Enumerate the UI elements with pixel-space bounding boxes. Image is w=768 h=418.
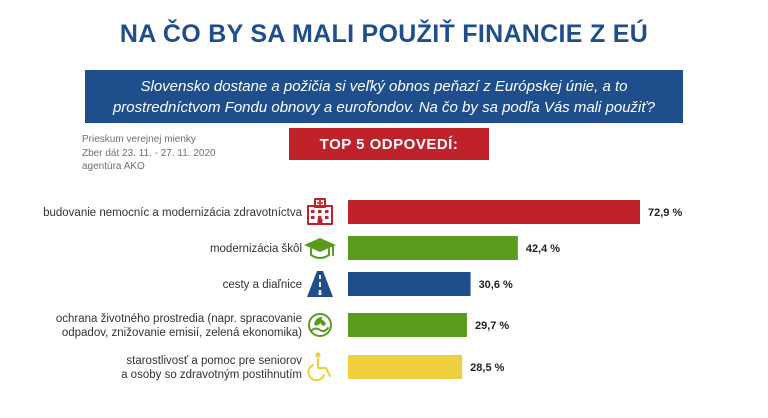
wheelchair-icon [307,352,331,382]
category-label: cesty a diaľnice [223,279,302,291]
eco-hand-icon [308,313,332,337]
category-label: ochrana životného prostredia (napr. spra… [56,313,302,339]
bar [348,313,467,337]
meta-survey-type: Prieskum verejnej mienky [82,134,196,145]
top5-badge: TOP 5 ODPOVEDÍ: [289,128,489,160]
value-label: 30,6 % [479,279,513,291]
highway-icon [307,271,333,297]
bar [348,236,518,260]
meta-date-range: Zber dát 23. 11. - 27. 11. 2020 [82,147,216,159]
value-label: 42,4 % [526,243,560,255]
value-label: 29,7 % [475,320,509,332]
bar [348,272,471,296]
bar [348,355,463,379]
bar [348,200,640,224]
top5-badge-label: TOP 5 ODPOVEDÍ: [319,135,459,153]
meta-agency: agentúra AKO [82,161,145,172]
category-label: budovanie nemocníc a modernizácia zdravo… [43,207,303,219]
value-label: 28,5 % [470,362,504,374]
hospital-icon [307,198,333,225]
survey-meta: Prieskum verejnej mienky Zber dát 23. 11… [82,133,216,174]
survey-question: Slovensko dostane a požičia si veľký obn… [85,70,683,123]
value-label: 72,9 % [648,207,682,219]
category-label: modernizácia škôl [210,243,302,255]
page-title: NA ČO BY SA MALI POUŽIŤ FINANCIE Z EÚ [119,20,649,48]
category-label: starostlivosť a pomoc pre seniorov a osob… [121,355,302,381]
graduation-cap-icon [304,238,336,259]
survey-question-text: Slovensko dostane a požičia si veľký obn… [112,77,656,116]
